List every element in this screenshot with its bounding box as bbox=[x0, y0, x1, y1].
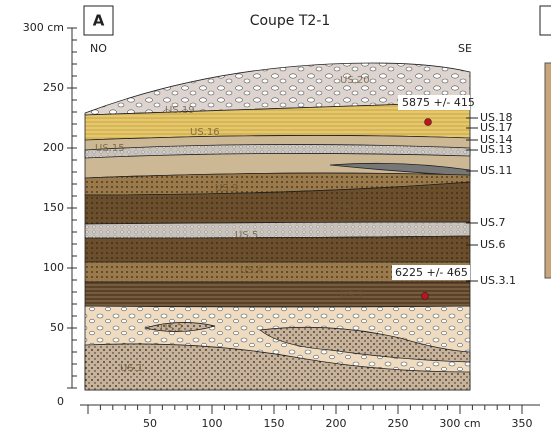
layer-label: US.15 bbox=[95, 143, 125, 154]
sample-dot bbox=[422, 293, 429, 300]
panel-label: A bbox=[93, 12, 105, 30]
layer-label: US.1 bbox=[120, 363, 143, 374]
right-label: US.11 bbox=[480, 164, 513, 177]
photo-edge bbox=[545, 63, 551, 278]
x-tick-label: 100 bbox=[202, 417, 223, 430]
y-tick-label: 300 cm bbox=[23, 21, 64, 34]
right-label: US.13 bbox=[480, 143, 513, 156]
y-tick-label: 0 bbox=[57, 395, 64, 408]
layer bbox=[85, 222, 470, 238]
layer-label: US.2 bbox=[160, 323, 183, 334]
x-tick-label: 200 bbox=[326, 417, 347, 430]
layer-label: US.9 bbox=[215, 183, 238, 194]
x-tick-label: 300 cm bbox=[439, 417, 480, 430]
section bbox=[85, 63, 470, 390]
right-label: US.3.1 bbox=[480, 274, 516, 287]
sample-dot bbox=[425, 119, 432, 126]
layer-label: US.20 bbox=[340, 75, 370, 86]
right-label: US.7 bbox=[480, 216, 506, 229]
date-label: 6225 +/- 465 bbox=[395, 266, 468, 279]
x-tick-label: 350 bbox=[512, 417, 533, 430]
layer-label: US.3 bbox=[340, 290, 363, 301]
layer bbox=[85, 236, 470, 262]
layer bbox=[85, 282, 470, 307]
date-label: 5875 +/- 415 bbox=[402, 96, 475, 109]
figure: US.20 US.19 US.16 US.15 US.9 US.8 US.5 U… bbox=[0, 0, 551, 436]
orientation-label: SE bbox=[458, 42, 472, 55]
y-tick-label: 50 bbox=[50, 321, 64, 334]
panel-box bbox=[540, 6, 551, 35]
orientation-label: NO bbox=[90, 42, 107, 55]
y-tick-label: 150 bbox=[43, 201, 64, 214]
y-tick-label: 250 bbox=[43, 81, 64, 94]
y-tick-label: 100 bbox=[43, 261, 64, 274]
layer-label: US.19 bbox=[165, 105, 195, 116]
right-label: US.6 bbox=[480, 238, 506, 251]
y-tick-label: 200 bbox=[43, 141, 64, 154]
layer-label: US.16 bbox=[190, 127, 220, 138]
layer-label: US.5 bbox=[235, 230, 258, 241]
x-tick-label: 150 bbox=[264, 417, 285, 430]
layer-label: US.4 bbox=[240, 265, 263, 276]
x-tick-label: 50 bbox=[143, 417, 157, 430]
title: Coupe T2-1 bbox=[250, 13, 331, 29]
x-tick-label: 250 bbox=[388, 417, 409, 430]
layer-label: US.8 bbox=[335, 200, 358, 211]
